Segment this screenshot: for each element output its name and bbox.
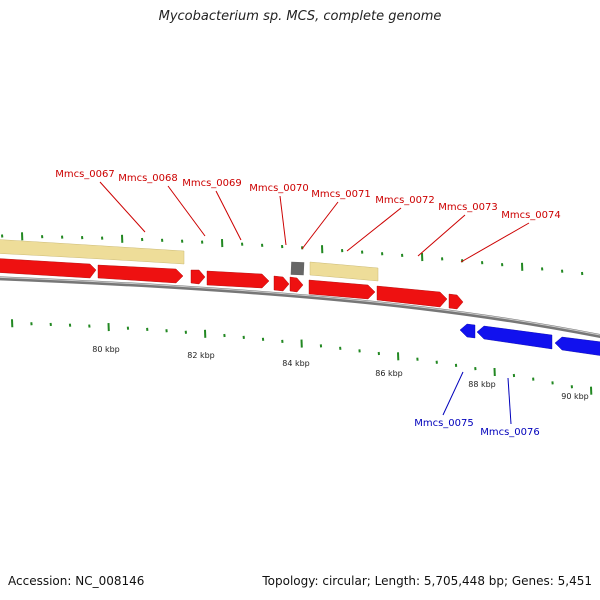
pale-feature-left[interactable] xyxy=(0,239,185,265)
forward-gene-arrow[interactable] xyxy=(190,269,206,285)
forward-gene-arrow[interactable] xyxy=(289,276,304,293)
genome-backbone xyxy=(0,276,600,339)
gray-feature[interactable] xyxy=(290,261,305,276)
reverse-gene-callouts: Mmcs_0075 Mmcs_0076 xyxy=(414,371,540,438)
gene-callout-line xyxy=(215,190,242,241)
inner-tick-track xyxy=(11,319,593,395)
ruler-label: 88 kbp xyxy=(468,380,496,389)
ruler-label: 84 kbp xyxy=(282,359,310,368)
forward-gene-arrow[interactable] xyxy=(308,279,376,300)
gene-label-mmcs_0071[interactable]: Mmcs_0071 xyxy=(311,189,371,200)
ruler-labels: 80 kbp 82 kbp 84 kbp 86 kbp 88 kbp 90 kbp xyxy=(92,345,589,401)
forward-gene-arrow[interactable] xyxy=(448,293,464,310)
forward-gene-arrow[interactable] xyxy=(273,275,290,292)
gene-callout-line xyxy=(167,185,206,237)
feature-track-pale xyxy=(0,239,379,282)
reverse-gene-arrow[interactable] xyxy=(476,325,553,350)
gene-label-mmcs_0072[interactable]: Mmcs_0072 xyxy=(375,195,435,206)
gene-label-mmcs_0070[interactable]: Mmcs_0070 xyxy=(249,183,309,194)
gene-callout-line xyxy=(460,222,530,263)
forward-gene-arrow[interactable] xyxy=(0,258,97,279)
reverse-gene-arrow[interactable] xyxy=(459,323,476,339)
reverse-gene-track xyxy=(459,323,600,357)
gene-label-mmcs_0074[interactable]: Mmcs_0074 xyxy=(501,210,561,221)
pale-feature-right[interactable] xyxy=(309,261,379,282)
gene-callout-line xyxy=(279,195,287,246)
gene-callout-line xyxy=(301,201,339,250)
gene-label-mmcs_0076[interactable]: Mmcs_0076 xyxy=(480,427,540,438)
ruler-label: 86 kbp xyxy=(375,369,403,378)
forward-gene-callouts: Mmcs_0067 Mmcs_0068 Mmcs_0069 Mmcs_0070Mmcs… xyxy=(55,169,561,263)
gene-callout-line xyxy=(417,214,466,257)
gene-label-mmcs_0068[interactable]: Mmcs_0068 xyxy=(118,173,178,184)
gene-label-mmcs_0067[interactable]: Mmcs_0067 xyxy=(55,169,115,180)
forward-gene-track xyxy=(0,258,464,310)
ruler-label: 82 kbp xyxy=(187,351,215,360)
gene-callout-line xyxy=(507,377,512,425)
forward-gene-arrow[interactable] xyxy=(376,285,448,308)
genome-summary-text: Topology: circular; Length: 5,705,448 bp… xyxy=(262,574,592,588)
gene-callout-line xyxy=(346,207,402,252)
forward-gene-arrow[interactable] xyxy=(206,270,270,289)
gene-callout-line xyxy=(442,371,464,416)
gene-label-mmcs_0075[interactable]: Mmcs_0075 xyxy=(414,418,474,429)
gene-label-mmcs_0069[interactable]: Mmcs_0069 xyxy=(182,178,242,189)
ruler-label: 80 kbp xyxy=(92,345,120,354)
accession-text: Accession: NC_008146 xyxy=(8,574,145,588)
genome-backbone-highlight xyxy=(0,276,600,336)
forward-gene-arrow[interactable] xyxy=(97,264,184,284)
gene-callout-line xyxy=(99,181,146,233)
ruler-label: 90 kbp xyxy=(561,392,589,401)
map-title: Mycobacterium sp. MCS, complete genome xyxy=(158,9,442,24)
gene-label-mmcs_0073[interactable]: Mmcs_0073 xyxy=(438,202,498,213)
reverse-gene-arrow[interactable] xyxy=(554,336,600,357)
